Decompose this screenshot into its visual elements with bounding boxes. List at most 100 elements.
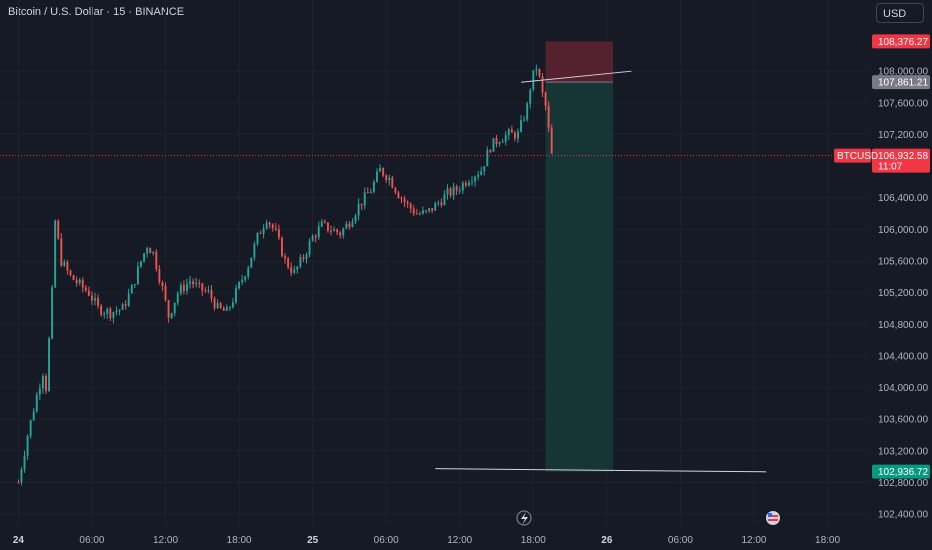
us-flag-canton (768, 513, 772, 517)
candle-body (186, 283, 188, 291)
price-label-tag (872, 148, 930, 173)
candle-body (501, 141, 504, 143)
candle-body (198, 282, 201, 284)
x-tick-label: 12:00 (447, 535, 472, 546)
candle-body (20, 469, 23, 483)
candle-body (179, 285, 182, 294)
candle-body (256, 232, 259, 244)
candle-body (449, 188, 452, 196)
candle-body (510, 129, 513, 133)
candle-body (440, 202, 443, 206)
x-tick-label: 06:00 (79, 535, 104, 546)
candle-body (38, 388, 41, 395)
candle-body (149, 248, 152, 254)
y-tick-label: 102,400.00 (878, 510, 928, 521)
candle-body (544, 92, 547, 107)
trendline-2[interactable] (435, 468, 767, 473)
candle-body (507, 129, 510, 136)
candle-body (428, 208, 431, 212)
candle-body (538, 69, 541, 77)
take-profit-zone[interactable] (545, 82, 613, 472)
candle-body (143, 253, 146, 262)
candle-body (189, 281, 191, 284)
candle-body (369, 191, 372, 194)
candle-body (486, 150, 489, 167)
candle-body (550, 127, 553, 154)
stop-loss-zone[interactable] (545, 41, 613, 83)
candle-body (513, 132, 516, 139)
candle-body (382, 168, 385, 176)
candle-body (284, 256, 286, 259)
y-tick-label: 108,000.00 (878, 67, 928, 78)
candle-body (133, 284, 136, 286)
x-tick-label: 18:00 (521, 535, 546, 546)
candle-body (403, 198, 406, 203)
x-tick-label: 18:00 (815, 535, 840, 546)
candle-body (535, 69, 538, 71)
candle-body (308, 241, 311, 255)
candle-body (290, 267, 293, 273)
y-tick-label: 102,800.00 (878, 478, 928, 489)
us-flag-stripe-2 (768, 519, 778, 521)
candle-body (51, 287, 54, 339)
candle-body (474, 176, 477, 182)
trendline-1[interactable] (520, 70, 632, 83)
flash-icon[interactable] (516, 510, 532, 526)
candle-body (372, 181, 375, 192)
candle-body (176, 293, 179, 303)
y-tick-label: 103,600.00 (878, 415, 928, 426)
candle-body (333, 229, 336, 232)
candle-body (277, 229, 280, 238)
candle-body (100, 305, 103, 315)
candle-body (391, 177, 394, 188)
candle-body (216, 303, 219, 309)
candle-body (483, 166, 486, 172)
candle-body (121, 304, 124, 310)
candle-body (118, 309, 121, 311)
candle-body (461, 182, 464, 191)
candle-body (173, 302, 176, 314)
candle-body (422, 210, 424, 214)
candle-body (406, 202, 409, 204)
y-tick-label: 107,200.00 (878, 130, 928, 141)
candle-body (219, 303, 222, 308)
candle-body (520, 120, 522, 132)
candle-body (492, 138, 495, 152)
ticker-label: BTCUSD (837, 151, 878, 162)
candle-body (327, 222, 329, 231)
price-label-tag (872, 34, 930, 49)
candle-body (320, 221, 323, 227)
candle-body (241, 279, 244, 283)
candle-body (262, 228, 265, 234)
candle-body (412, 208, 415, 214)
currency-button[interactable]: USD (876, 3, 924, 23)
candle-body (103, 313, 106, 315)
candle-body (532, 70, 535, 90)
candle-body (75, 280, 78, 284)
candle-body (170, 313, 173, 318)
candle-body (434, 203, 437, 211)
candle-body (45, 375, 47, 392)
candle-body (529, 89, 532, 104)
candle-body (299, 257, 302, 267)
candle-body (155, 251, 158, 270)
candle-body (385, 175, 388, 181)
candle-body (354, 215, 357, 222)
candle-body (330, 230, 332, 232)
candle-body (182, 285, 185, 291)
candle-body (29, 420, 32, 437)
candle-body (167, 300, 170, 318)
candle-body (81, 279, 84, 288)
price-label-value: 108,376.27 (878, 37, 928, 48)
candle-body (72, 275, 75, 281)
x-tick-label: 18:00 (227, 535, 252, 546)
candle-body (455, 186, 458, 191)
candle-body (314, 236, 317, 238)
candle-body (504, 135, 507, 142)
candle-body (192, 281, 195, 285)
y-tick-label: 103,200.00 (878, 446, 928, 457)
candle-body (397, 192, 400, 199)
candle-body (437, 202, 440, 204)
